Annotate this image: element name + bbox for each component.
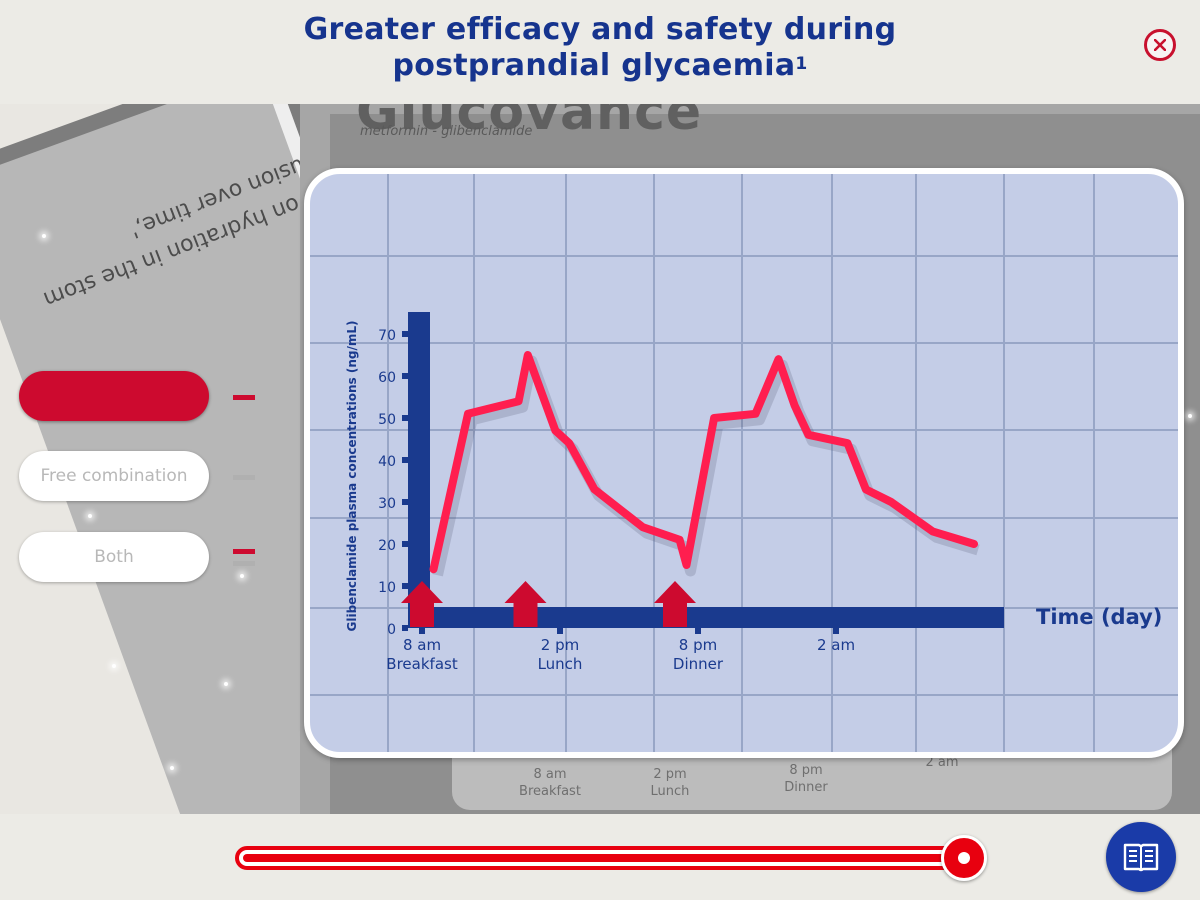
y-tick-mark — [402, 331, 408, 337]
x-tick-sublabel: Breakfast — [386, 655, 458, 673]
y-tick-label: 70 — [378, 328, 396, 344]
sparkle — [88, 514, 92, 518]
x-tick-mark — [833, 628, 839, 634]
chart-panel: 0 10 20 30 40 50 60 70 Glibenclamide plasma conc… — [304, 168, 1184, 758]
page-title: Greater efficacy and safety during postp… — [300, 12, 900, 84]
background-brand-tagline: metformin - glibenclamide — [360, 124, 533, 139]
meal-arrow — [401, 581, 443, 627]
x-tick-sublabel: Lunch — [538, 655, 583, 673]
sparkle — [240, 574, 244, 578]
background-brand-logo: Glucovance — [356, 104, 703, 142]
legend-button-both[interactable]: Both — [19, 532, 209, 582]
legend-swatch-both-free — [233, 561, 255, 566]
y-tick-label: 50 — [378, 412, 396, 428]
title-line-1: Greater efficacy and safety during — [303, 12, 897, 47]
meal-arrow — [504, 581, 547, 627]
footnote-marker: 1 — [795, 54, 808, 74]
sparkle — [1188, 414, 1192, 418]
x-tick-label: 2 pm — [541, 636, 579, 654]
y-tick-mark — [402, 415, 408, 421]
book-icon — [1123, 843, 1159, 872]
y-tick-mark — [402, 457, 408, 463]
legend-swatch-both-brand — [233, 549, 255, 554]
x-tick-label: 8 pm — [679, 636, 717, 654]
x-axis-label: Time (day) — [1036, 605, 1162, 629]
y-tick-label: 30 — [378, 496, 396, 512]
y-axis-bar — [408, 312, 430, 628]
timeline-slider-track[interactable] — [235, 846, 965, 870]
x-tick-label: 2 am — [817, 636, 855, 654]
y-tick-mark — [402, 625, 408, 631]
y-tick-label: 60 — [378, 370, 396, 386]
legend-swatch-free-combination — [233, 475, 255, 480]
y-axis-label: Glibenclamide plasma concentrations (ng/… — [345, 321, 359, 632]
legend-button-free-combination[interactable]: Free combination — [19, 451, 209, 501]
x-tick-mark — [695, 628, 701, 634]
x-tick-sublabel: Dinner — [673, 655, 724, 673]
timeline-slider-handle[interactable] — [941, 835, 987, 881]
y-tick-label: 10 — [378, 580, 396, 596]
legend-button-brand[interactable] — [19, 371, 209, 421]
underlay-axis-label: 8 pm Dinner — [784, 763, 828, 795]
concentration-chart: 0 10 20 30 40 50 60 70 Glibenclamide plasma conc… — [310, 174, 1178, 752]
x-tick-label: 8 am — [403, 636, 441, 654]
x-axis-bar — [430, 607, 1004, 628]
y-tick-label: 20 — [378, 538, 396, 554]
sparkle — [170, 766, 174, 770]
x-tick-mark — [419, 628, 425, 634]
y-tick-label: 0 — [387, 622, 396, 638]
title-line-2: postprandial glycaemia1 — [300, 48, 900, 84]
y-tick-mark — [402, 499, 408, 505]
meal-arrow — [654, 581, 696, 627]
handle-dot — [958, 852, 970, 864]
underlay-axis-label: 8 am Breakfast — [519, 767, 581, 799]
header-bar: Greater efficacy and safety during postp… — [0, 0, 1200, 104]
series-line — [429, 351, 978, 574]
underlay-axis-label: 2 am — [925, 755, 959, 770]
close-button[interactable] — [1144, 29, 1176, 61]
y-tick-mark — [402, 373, 408, 379]
y-tick-label: 40 — [378, 454, 396, 470]
title-line-2-text: postprandial glycaemia — [392, 48, 796, 83]
x-tick-mark — [557, 628, 563, 634]
close-icon — [1154, 39, 1166, 51]
references-button[interactable] — [1106, 822, 1176, 892]
y-tick-mark — [402, 583, 408, 589]
y-tick-mark — [402, 541, 408, 547]
timeline-slider-fill — [243, 854, 957, 862]
legend-swatch-brand — [233, 395, 255, 400]
sparkle — [42, 234, 46, 238]
sparkle — [112, 664, 116, 668]
sparkle — [224, 682, 228, 686]
underlay-axis-label: 2 pm Lunch — [650, 767, 690, 799]
